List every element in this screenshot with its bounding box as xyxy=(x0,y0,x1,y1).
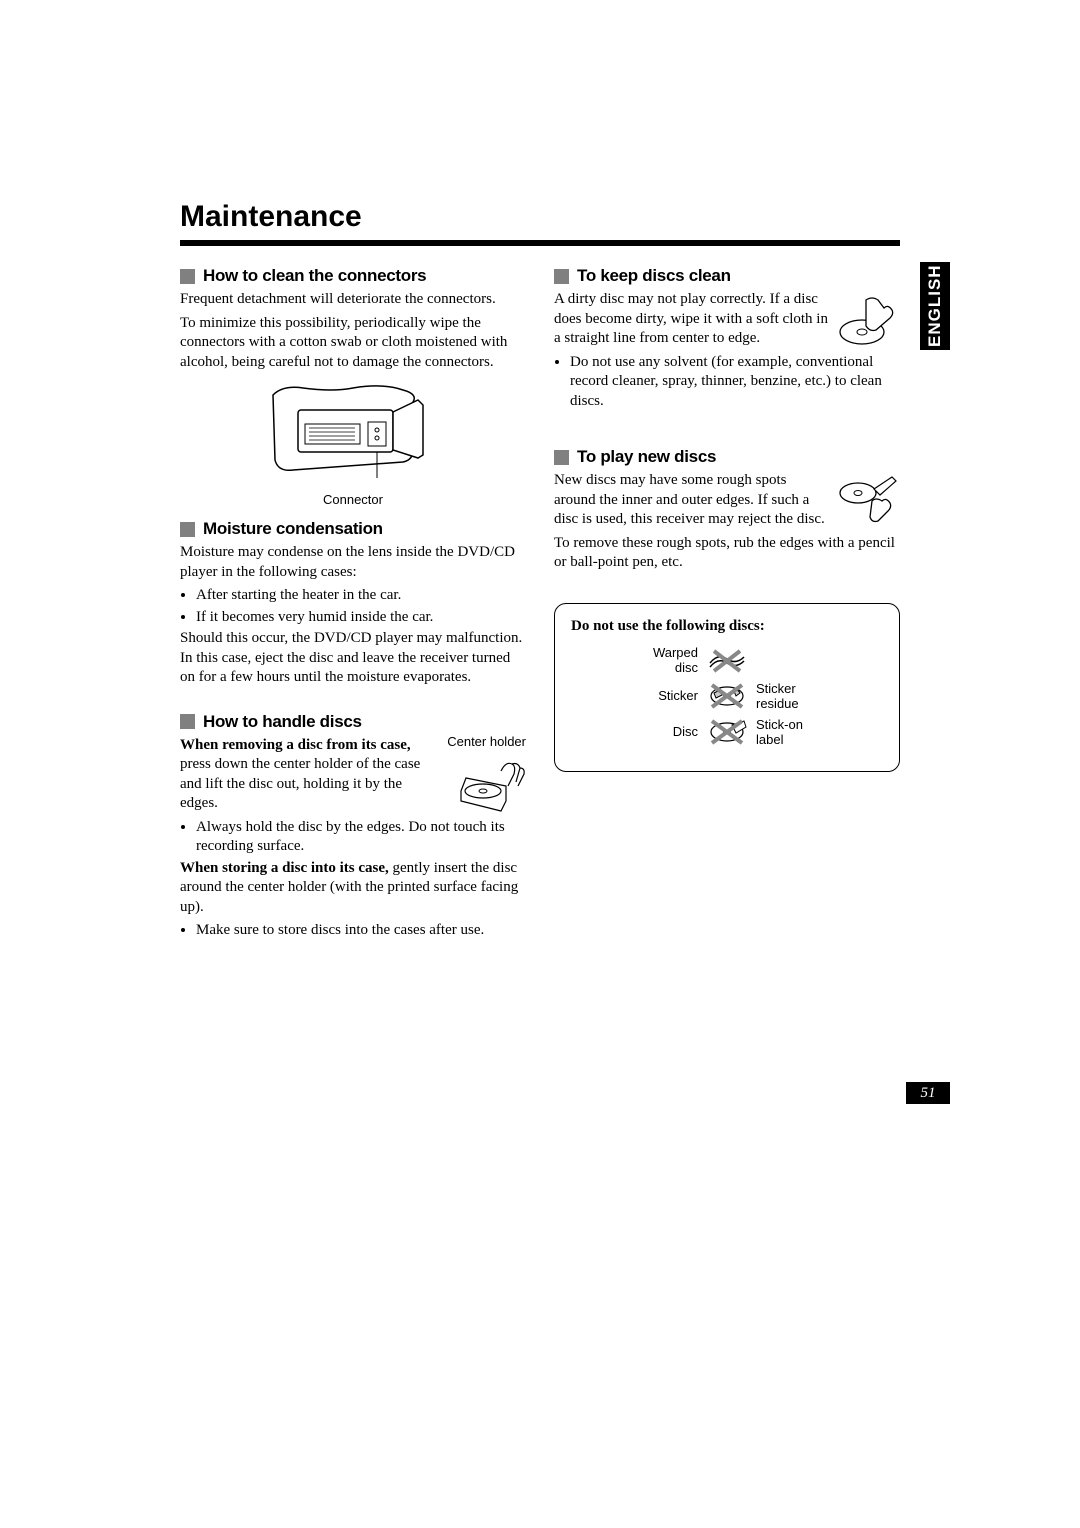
section-title: How to handle discs xyxy=(203,712,362,732)
section-keep-clean: To keep discs clean xyxy=(554,266,900,286)
section-title: To keep discs clean xyxy=(577,266,731,286)
section-title: How to clean the connectors xyxy=(203,266,426,286)
warning-title: Do not use the following discs: xyxy=(571,618,883,635)
left-column: How to clean the connectors Frequent det… xyxy=(180,260,526,943)
bold-lead: When storing a disc into its case, xyxy=(180,860,389,876)
disc-holder-illustration xyxy=(456,746,526,816)
square-bullet-icon xyxy=(180,269,195,284)
section-handle: How to handle discs xyxy=(180,712,526,732)
bullet-list: After starting the heater in the car. If… xyxy=(180,586,526,627)
list-item: After starting the heater in the car. xyxy=(196,586,526,606)
list-item: Do not use any solvent (for example, con… xyxy=(570,353,900,412)
list-item: Always hold the disc by the edges. Do no… xyxy=(196,818,526,857)
warped-disc-icon xyxy=(706,645,748,675)
body-text: Moisture may condense on the lens inside… xyxy=(180,543,526,582)
warn-row-sticker: Sticker Sticker residue xyxy=(571,681,883,711)
language-tab: ENGLISH xyxy=(920,262,950,350)
body-text-span: press down the center holder of the case… xyxy=(180,756,420,811)
warn-label: Stick-on label xyxy=(756,717,826,747)
square-bullet-icon xyxy=(180,522,195,537)
warn-label: Warped disc xyxy=(628,645,698,675)
bullet-list: Always hold the disc by the edges. Do no… xyxy=(180,818,526,857)
page-title: Maintenance xyxy=(180,200,900,234)
body-text: Should this occur, the DVD/CD player may… xyxy=(180,629,526,688)
section-title: Moisture condensation xyxy=(203,519,383,539)
warn-label: Sticker residue xyxy=(756,681,826,711)
body-text: To minimize this possibility, periodical… xyxy=(180,314,526,373)
bold-lead: When removing a disc from its case, xyxy=(180,737,411,753)
bullet-list: Do not use any solvent (for example, con… xyxy=(554,353,900,412)
right-column: To keep discs clean A dirty disc may not… xyxy=(554,260,900,943)
body-text: Frequent detachment will deteriorate the… xyxy=(180,290,526,310)
section-play-new: To play new discs xyxy=(554,447,900,467)
warn-label: Sticker xyxy=(628,688,698,703)
list-item: If it becomes very humid inside the car. xyxy=(196,608,526,628)
rub-edges-illustration xyxy=(836,471,900,535)
body-text: To remove these rough spots, rub the edg… xyxy=(554,534,900,573)
sticker-disc-icon xyxy=(706,681,748,711)
wipe-disc-illustration xyxy=(836,290,900,354)
body-text: When storing a disc into its case, gentl… xyxy=(180,859,526,918)
page-number: 51 xyxy=(906,1082,950,1104)
bullet-list: Make sure to store discs into the cases … xyxy=(180,921,526,941)
section-connectors: How to clean the connectors xyxy=(180,266,526,286)
page-content: Maintenance How to clean the connectors … xyxy=(180,200,900,943)
connector-illustration xyxy=(263,380,443,490)
warn-row-label: Disc Stick-on label xyxy=(571,717,883,747)
square-bullet-icon xyxy=(180,714,195,729)
stick-on-label-icon xyxy=(706,717,748,747)
square-bullet-icon xyxy=(554,269,569,284)
warning-box: Do not use the following discs: Warped d… xyxy=(554,603,900,772)
warn-label: Disc xyxy=(628,724,698,739)
figure-caption: Connector xyxy=(180,492,526,507)
title-rule xyxy=(180,240,900,246)
section-moisture: Moisture condensation xyxy=(180,519,526,539)
square-bullet-icon xyxy=(554,450,569,465)
section-title: To play new discs xyxy=(577,447,716,467)
warn-row-warped: Warped disc xyxy=(571,645,883,675)
list-item: Make sure to store discs into the cases … xyxy=(196,921,526,941)
